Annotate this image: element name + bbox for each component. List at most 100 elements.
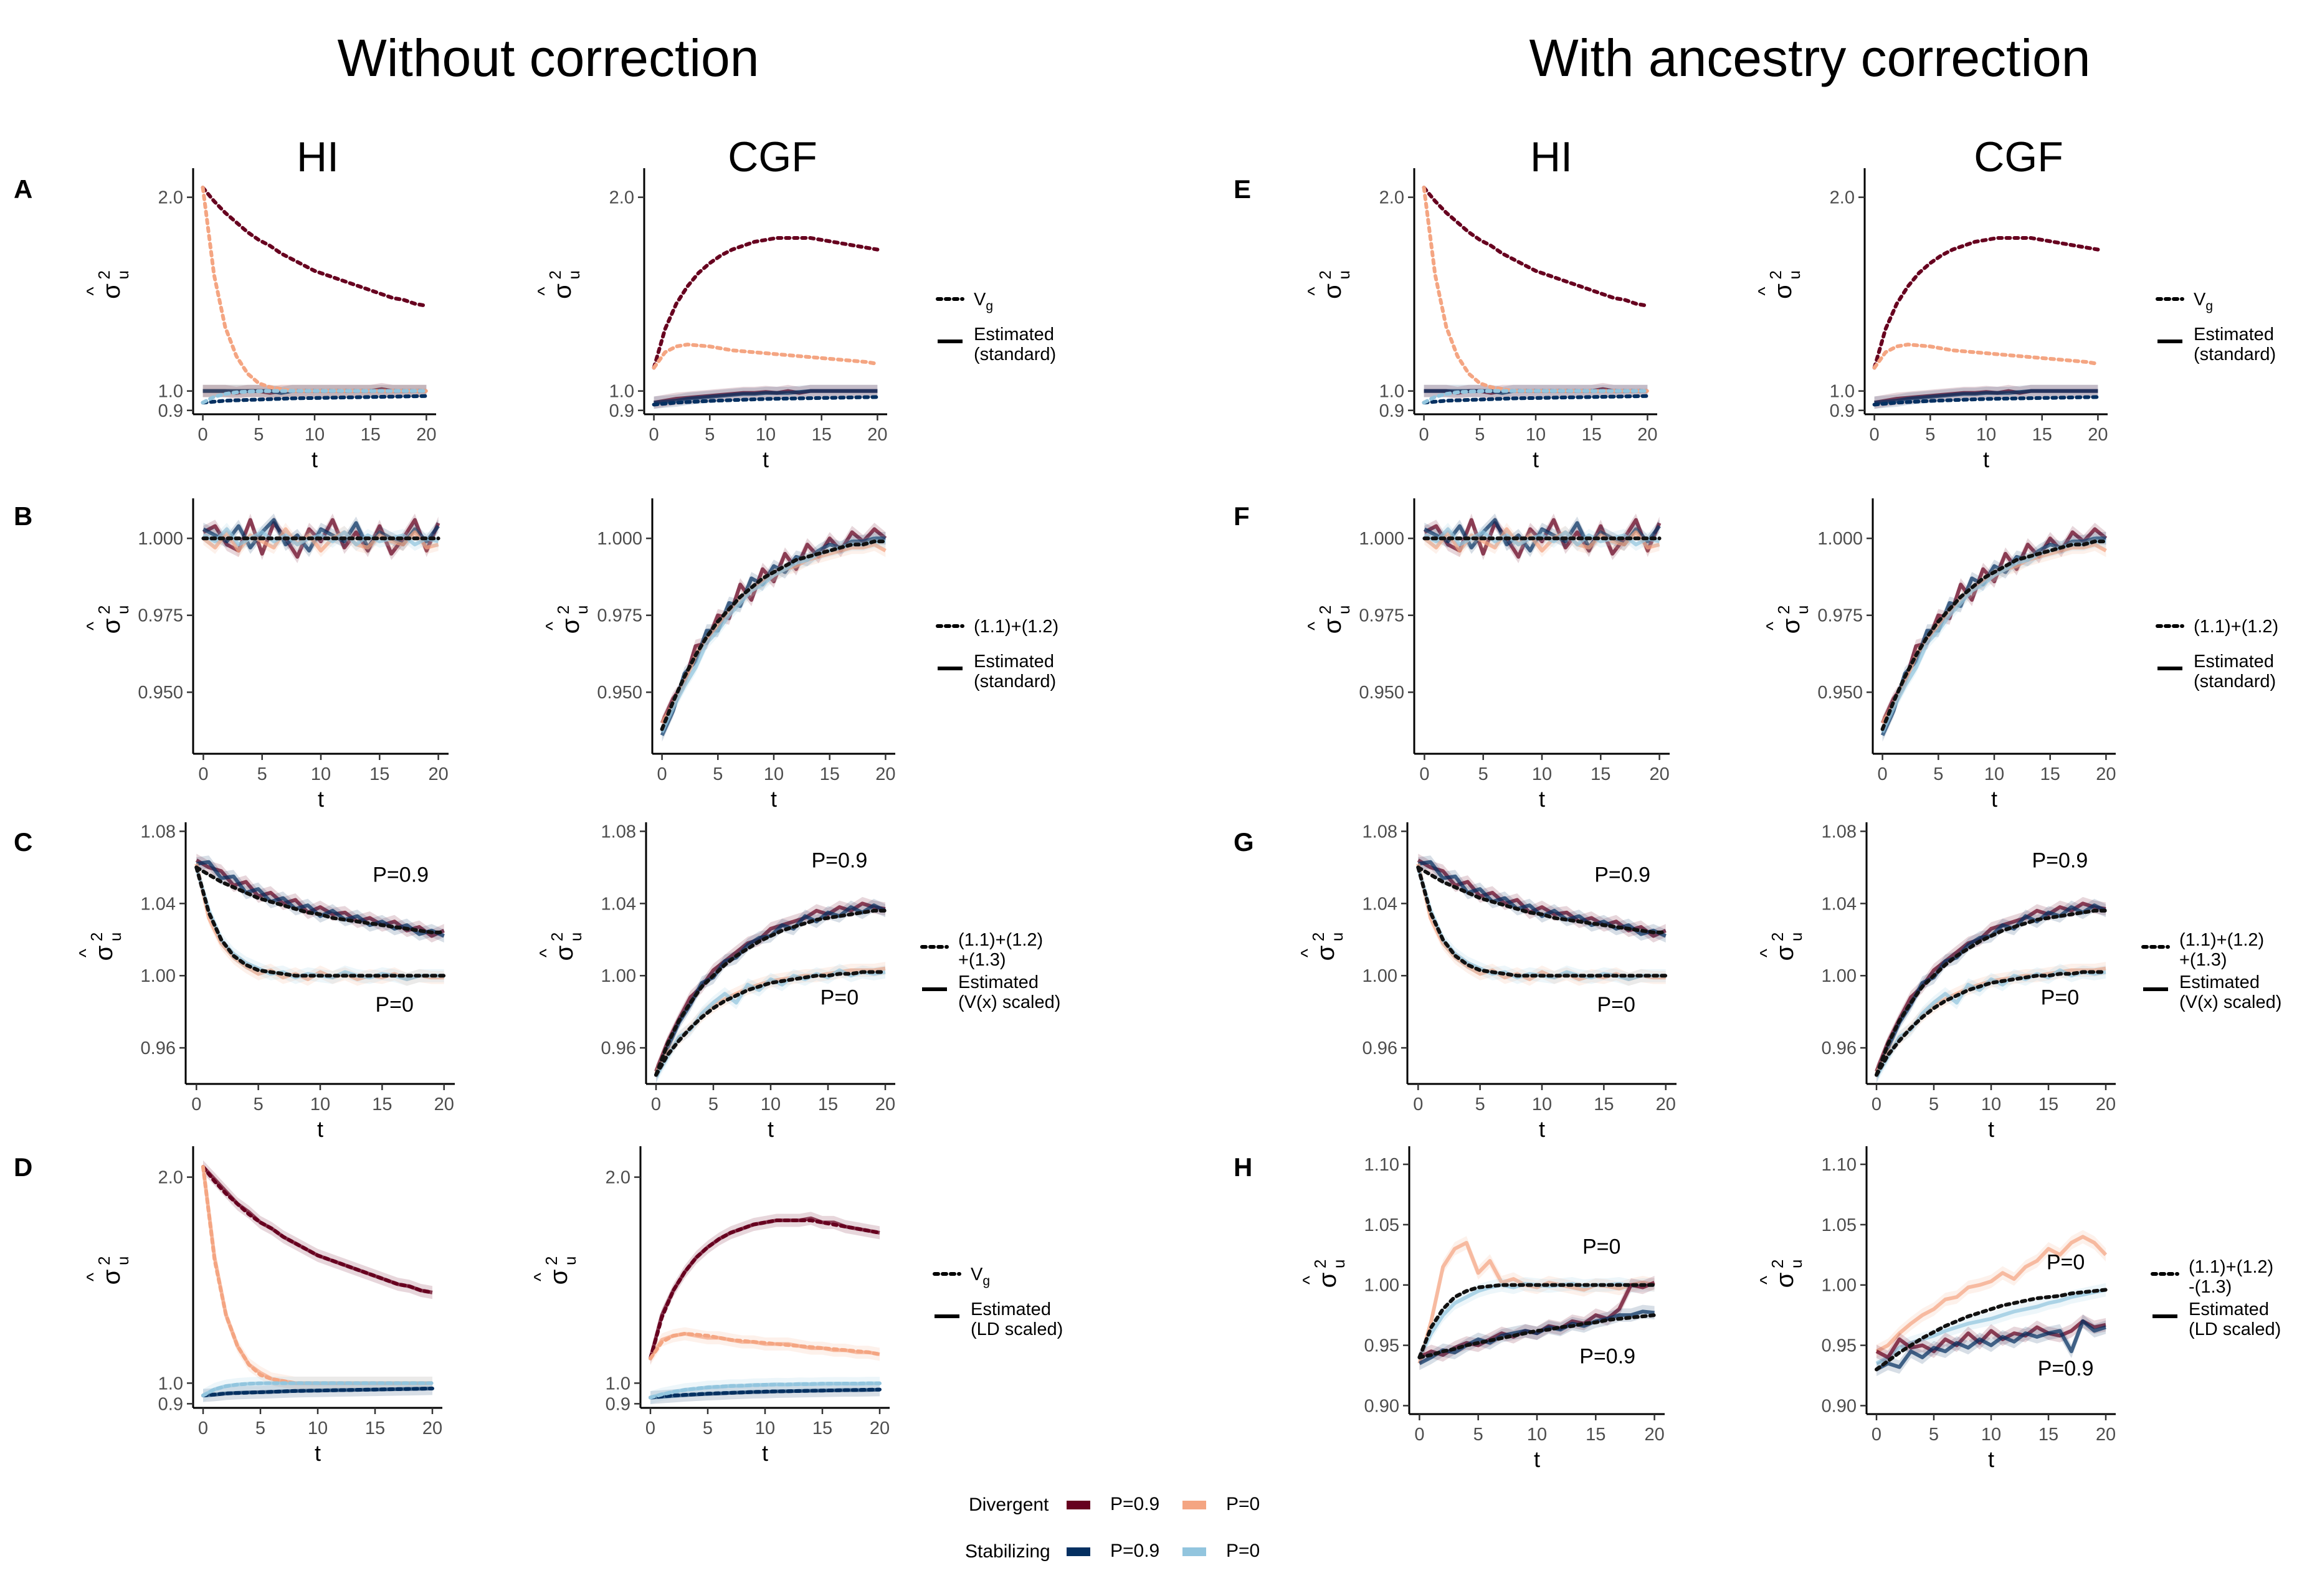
y-tick-label: 1.08 [1822, 822, 1857, 842]
y-axis-label-hat: ^ [1305, 622, 1325, 630]
x-tick-label: 0 [1872, 1095, 1881, 1114]
legend-label: (1.1)+(1.2) [958, 930, 1043, 950]
x-tick-label: 15 [2032, 425, 2052, 445]
y-tick-label: 0.95 [1822, 1336, 1857, 1356]
annotation-label: P=0 [2041, 986, 2079, 1010]
y-tick-label: 0.950 [138, 683, 183, 703]
x-tick-label: 5 [703, 1418, 713, 1438]
x-tick-label: 0 [198, 764, 208, 784]
chart-panel-F-CGF: 0.950 0.975 1.000 0 5 10 15 20 t σ^ 2 u [1763, 498, 2116, 812]
y-tick-label: 1.00 [141, 966, 176, 986]
bottom-legend: Divergent P=0.9 P=0 Stabilizing P=0.9 P=… [965, 1494, 1260, 1562]
x-axis-label: t [1991, 786, 1997, 812]
header-with-ancestry-correction: With ancestry correction [1529, 29, 2091, 87]
ci-band-divergent-p-0-9-estimated [650, 1212, 880, 1366]
x-tick-label: 20 [1656, 1095, 1676, 1114]
legend-label-line2: (standard) [974, 344, 1056, 364]
x-tick-label: 10 [761, 1095, 781, 1114]
y-axis-label-sub: u [1328, 933, 1346, 941]
y-axis-label: σ^ 2 u [1300, 1260, 1348, 1288]
y-axis-label-hat: ^ [83, 1273, 104, 1281]
ci-band-stabilizing-p-0-estimated [1877, 964, 2106, 1083]
x-axis-label: t [312, 447, 318, 472]
annotation-label: P=0.9 [2038, 1357, 2094, 1380]
x-tick-label: 20 [2096, 1095, 2116, 1114]
y-axis-label-symbol: σ [98, 618, 125, 634]
x-tick-label: 20 [1637, 425, 1657, 445]
x-tick-label: 5 [1929, 1095, 1939, 1114]
y-axis-label: σ^ 2 u [535, 270, 583, 299]
legend-stabilizing-label: Stabilizing [965, 1541, 1050, 1562]
y-tick-label: 1.08 [1363, 822, 1397, 842]
x-axis-label: t [763, 447, 769, 472]
legend-label: Vg [2194, 290, 2213, 313]
legend-label: Estimated [2194, 325, 2274, 344]
legend-label-subscript: g [986, 299, 993, 313]
series-line-stabilizing-p-0-9-vg [201, 394, 429, 405]
y-tick-label: 1.000 [138, 529, 183, 549]
series-line-theory-p-0 [654, 970, 887, 1077]
legend-label-subscript: g [2205, 299, 2213, 313]
y-tick-label: 1.00 [1822, 966, 1857, 986]
legend-label: (1.1)+(1.2) [2194, 617, 2278, 637]
y-tick-label: 1.04 [1822, 894, 1857, 914]
series-line-divergent-p-0-estimated [202, 527, 439, 553]
column-title-cgf-right: CGF [1974, 133, 2063, 181]
chart-panel-A-CGF: 0.91.0 2.0 0 5 10 15 20 t σ^ 2 u [535, 168, 888, 472]
series-line-stabilizing-p-0-9-estimated [660, 536, 886, 736]
series-line-stabilizing-p-0-estimated [202, 527, 439, 547]
y-axis-label-hat: ^ [83, 287, 104, 295]
y-axis-label-symbol: σ [1314, 1272, 1341, 1288]
x-tick-label: 20 [2096, 764, 2116, 784]
series-line-stabilizing-p-0-9-vg [652, 395, 880, 407]
x-tick-label: 15 [818, 1095, 838, 1114]
y-axis-label: σ^ 2 u [83, 1256, 132, 1285]
x-tick-label: 20 [2096, 1425, 2116, 1445]
x-tick-label: 5 [1475, 1095, 1485, 1114]
y-axis-label: σ^ 2 u [1763, 606, 1812, 634]
chart-panel-F-HI: 0.950 0.975 1.000 0 5 10 15 20 t σ^ 2 u [1305, 498, 1670, 812]
x-tick-label: 5 [1929, 1425, 1939, 1445]
legend-key-divergent-p09 [1067, 1501, 1090, 1509]
y-axis-label-sup: 2 [1766, 270, 1785, 279]
y-tick-label: 1.08 [141, 822, 176, 842]
y-tick-label: 0.9 [1379, 401, 1404, 421]
legend-label: Estimated [974, 652, 1054, 672]
series-line-theory-p-0 [1417, 1283, 1657, 1359]
annotation-label: P=0.9 [2032, 848, 2088, 872]
y-tick-label: 2.0 [1830, 188, 1855, 208]
y-tick-label: 0.90 [1822, 1396, 1857, 1416]
y-axis-label-sup: 2 [1768, 1260, 1787, 1268]
panel-letter: F [1234, 501, 1250, 531]
y-axis-label: σ^ 2 u [76, 933, 125, 961]
y-axis-label-hat: ^ [83, 622, 104, 630]
series-line-stabilizing-p-0-vg [201, 1381, 434, 1398]
x-tick-label: 0 [645, 1418, 655, 1438]
y-axis-label-symbol: σ [551, 945, 578, 961]
x-axis-label: t [762, 1440, 768, 1466]
series-line-stabilizing-p-0-9-vg [1872, 395, 2100, 407]
x-tick-label: 10 [310, 1095, 330, 1114]
x-axis-label: t [1983, 447, 1989, 472]
annotation-label: P=0.9 [373, 863, 429, 887]
legend-label-line2: (V(x) scaled) [958, 992, 1060, 1012]
y-axis-label-hat: ^ [1305, 287, 1325, 295]
x-axis-label: t [318, 786, 324, 812]
legend-label-line2: -(1.3) [2189, 1277, 2232, 1297]
x-tick-label: 10 [755, 1418, 775, 1438]
y-axis-label-sub: u [564, 270, 583, 279]
x-tick-label: 0 [198, 1418, 208, 1438]
series-line-stabilizing-p-0-9-estimated [654, 389, 878, 405]
series-line-divergent-p-0-estimated [1417, 1240, 1655, 1364]
y-axis-label-sub: u [1787, 1260, 1805, 1268]
y-axis-label: σ^ 2 u [1755, 270, 1804, 299]
panel-letter: H [1234, 1152, 1252, 1182]
series-line-theory-p-0 [1875, 970, 2108, 1077]
series-line-divergent-p-0-9-vg [201, 186, 429, 308]
y-tick-label: 1.04 [141, 894, 176, 914]
y-tick-label: 2.0 [158, 188, 183, 208]
y-tick-label: 2.0 [158, 1168, 183, 1188]
legend-label: Vg [971, 1265, 990, 1288]
